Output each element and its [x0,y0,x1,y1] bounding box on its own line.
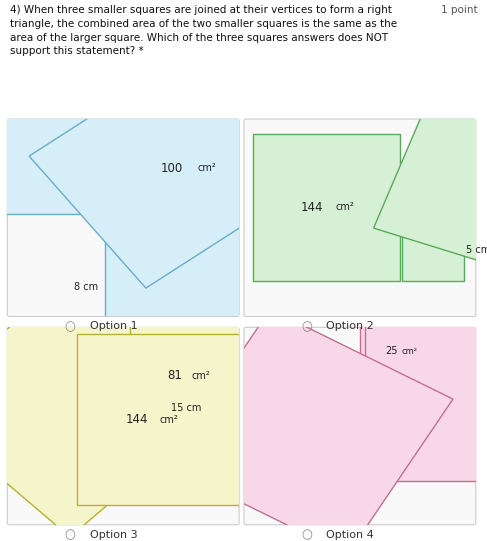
Polygon shape [374,90,487,278]
Bar [253,134,400,281]
Text: cm²: cm² [191,371,210,381]
Text: Option 3: Option 3 [90,530,137,539]
FancyBboxPatch shape [244,327,476,525]
Bar [360,322,424,386]
Text: ○: ○ [64,528,75,541]
Text: 81: 81 [168,370,183,382]
Bar [0,104,105,214]
FancyBboxPatch shape [244,119,476,316]
Text: 100: 100 [161,162,183,175]
Polygon shape [165,309,453,541]
Polygon shape [29,57,301,288]
Text: ○: ○ [301,528,312,541]
Text: 15 cm: 15 cm [171,403,201,413]
Text: 144: 144 [301,201,323,214]
FancyBboxPatch shape [7,119,239,316]
Bar [77,334,247,505]
Text: 25: 25 [386,346,398,356]
Text: Option 4: Option 4 [326,530,374,539]
Text: cm²: cm² [401,347,417,356]
Bar [365,314,487,481]
Text: Option 2: Option 2 [326,321,374,331]
Text: cm²: cm² [335,202,354,213]
Bar [130,312,258,440]
Bar [105,214,252,361]
Text: 1 point: 1 point [441,5,477,15]
Text: ○: ○ [301,320,312,333]
Text: Option 1: Option 1 [90,321,137,331]
Text: 5 cm: 5 cm [466,245,487,255]
Polygon shape [0,275,224,537]
Text: 8 cm: 8 cm [74,282,98,292]
Bar [402,220,464,281]
Text: 144: 144 [125,413,148,426]
FancyBboxPatch shape [7,327,239,525]
Text: cm²: cm² [160,415,179,425]
Text: cm²: cm² [197,163,216,173]
Text: 4) When three smaller squares are joined at their vertices to form a right
trian: 4) When three smaller squares are joined… [10,5,397,56]
Text: ○: ○ [64,320,75,333]
